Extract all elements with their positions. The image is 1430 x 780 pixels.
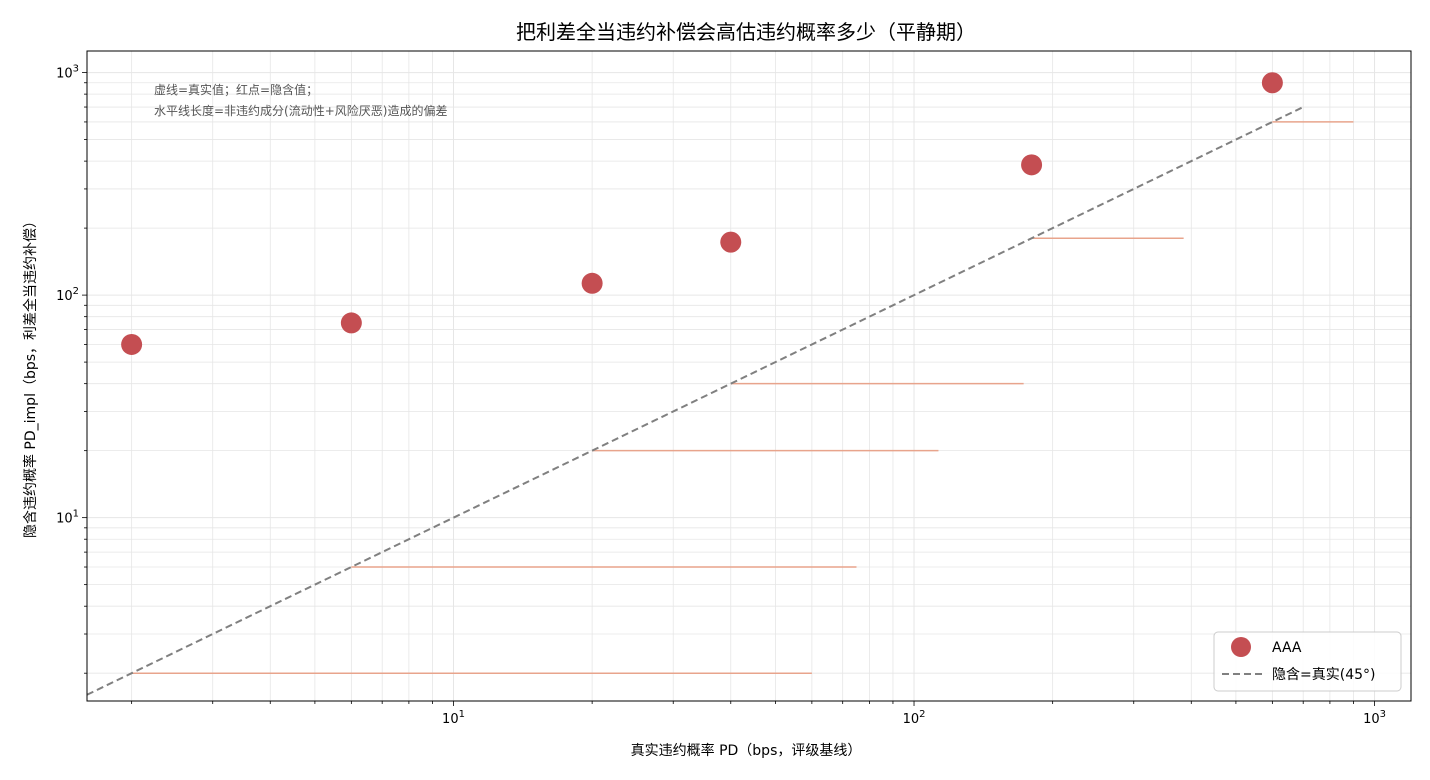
legend-label-aaa: AAA xyxy=(1272,640,1302,656)
annotation-line-2: 水平线长度=非违约成分(流动性+风险厌恶)造成的偏差 xyxy=(154,103,447,118)
data-point xyxy=(720,231,742,253)
y-tick-label: 103 xyxy=(56,64,79,82)
legend: AAA 隐含=真实(45°) xyxy=(1213,631,1402,692)
plot-area xyxy=(86,72,1354,696)
legend-label-reference-line: 隐含=真实(45°) xyxy=(1272,667,1375,683)
y-axis-label: 隐含违约概率 PD_impl（bps，利差全当违约补偿） xyxy=(22,214,39,538)
legend-marker-aaa xyxy=(1231,637,1251,657)
data-point xyxy=(121,333,143,355)
y-tick-label: 102 xyxy=(56,286,79,304)
x-tick-label: 102 xyxy=(903,709,926,727)
y-tick-label: 101 xyxy=(56,509,79,527)
legend-box xyxy=(1213,631,1402,692)
data-point xyxy=(1021,154,1043,176)
x-tick-label: 103 xyxy=(1363,709,1386,727)
data-point xyxy=(581,272,603,294)
x-axis-label: 真实违约概率 PD（bps，评级基线） xyxy=(631,742,862,759)
reference-line-45 xyxy=(86,106,1304,696)
x-tick-label: 101 xyxy=(442,709,465,727)
data-point xyxy=(1261,72,1283,94)
grid xyxy=(87,51,1411,701)
chart-title: 把利差全当违约补偿会高估违约概率多少（平静期） xyxy=(516,20,976,44)
plot-frame xyxy=(86,50,1412,702)
data-point xyxy=(340,312,362,334)
annotation-line-1: 虚线=真实值；红点=隐含值； xyxy=(154,82,318,97)
axis-ticks: 101 102 103 101 102 103 xyxy=(56,64,1386,727)
